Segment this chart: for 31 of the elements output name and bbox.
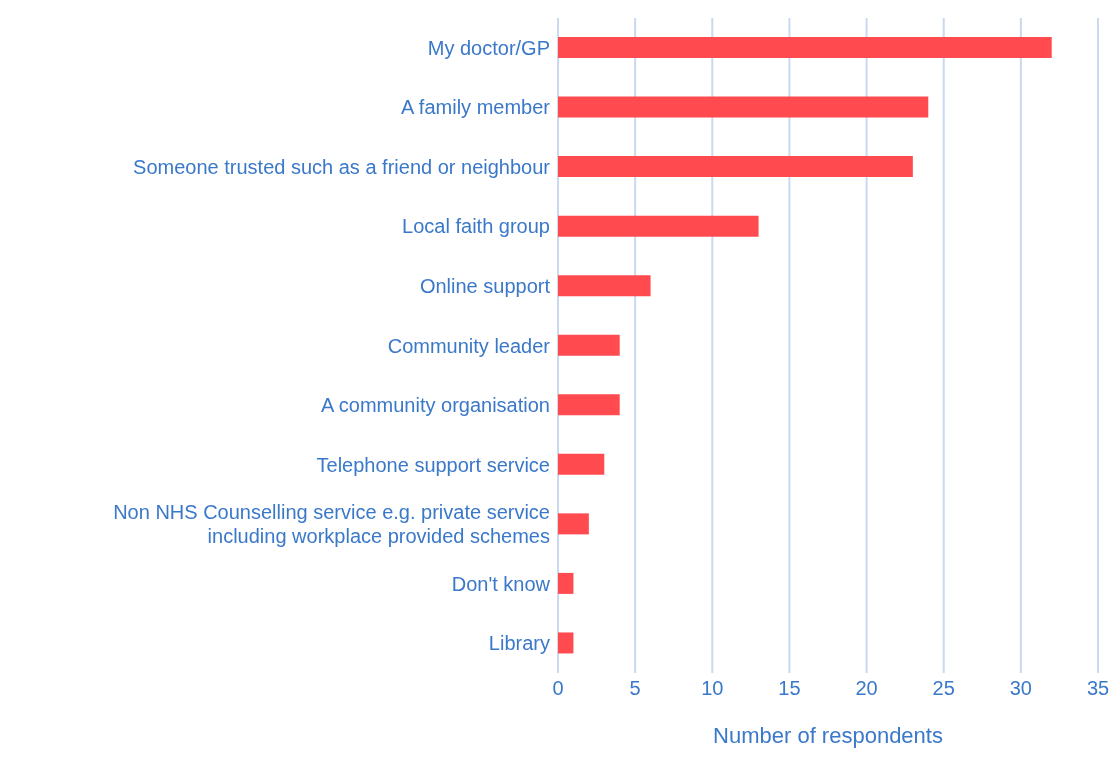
y-tick-label: Don't know [451,572,551,595]
x-axis-title: Number of respondents [713,723,943,748]
y-tick-label: A community organisation [320,394,550,417]
y-tick-label: Non NHS Counselling service e.g. private service including workplace provided schemes [113,501,550,548]
bar [558,156,913,178]
bar [558,453,605,475]
y-tick-label: Local faith group [402,215,550,238]
x-tick-label: 20 [855,677,878,700]
x-tick-label: 5 [629,677,641,700]
bar [558,275,651,297]
bar [558,394,620,416]
bar [558,572,574,594]
x-tick-label: 35 [1086,677,1110,700]
bar [558,96,929,118]
y-tick-label: Community leader [387,334,551,357]
bar [558,334,620,356]
x-tick-label: 15 [778,677,801,700]
bar [558,37,1052,58]
bar [558,513,589,535]
bar [558,215,759,237]
y-tick-label: Library [488,632,550,655]
x-tick-label: 30 [1009,677,1032,700]
y-tick-label: Online support [419,274,551,297]
bar [558,632,574,654]
y-tick-label: A family member [401,96,551,119]
x-tick-label: 10 [701,677,724,700]
y-tick-label: Telephone support service [316,453,550,476]
y-tick-label: Someone trusted such as a friend or neighbour [133,155,551,178]
x-tick-label: 0 [552,677,564,700]
y-tick-label: My doctor/GP [427,36,550,59]
x-tick-label: 25 [932,677,955,700]
